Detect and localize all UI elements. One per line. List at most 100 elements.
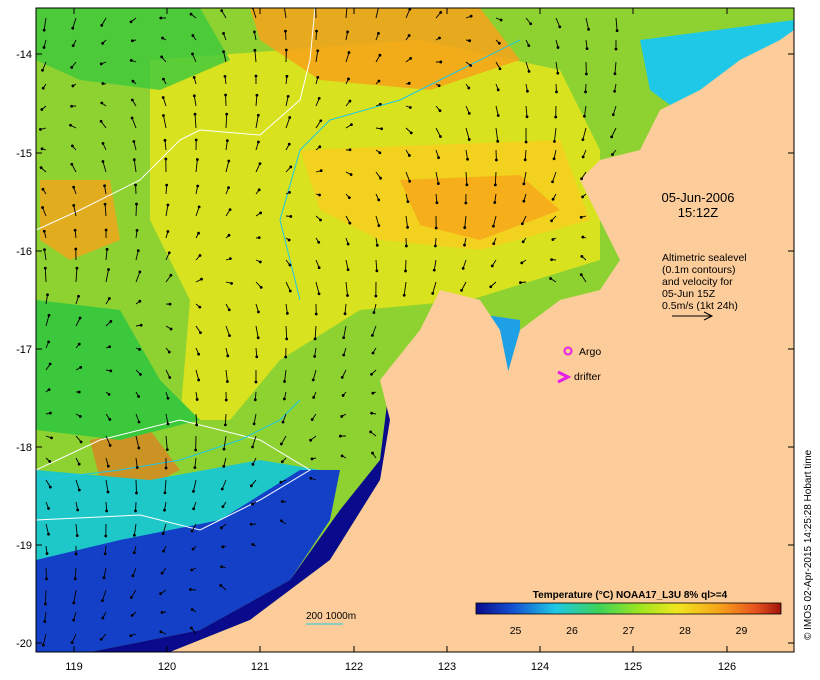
velocity-arrow	[135, 457, 138, 468]
velocity-arrow-head	[343, 312, 347, 316]
velocity-arrow-head	[285, 74, 289, 78]
velocity-arrow-head	[222, 464, 226, 468]
velocity-arrow	[135, 413, 140, 423]
velocity-arrow-head	[409, 131, 413, 135]
velocity-arrow-head	[375, 269, 379, 273]
velocity-arrow-head	[223, 423, 227, 427]
velocity-arrow	[103, 567, 107, 578]
velocity-arrow-head	[585, 47, 589, 51]
velocity-arrow	[223, 457, 227, 467]
drifter-marker	[557, 370, 572, 384]
velocity-arrow-head	[340, 454, 344, 458]
velocity-arrow-head	[370, 411, 374, 415]
drifter-label: drifter	[574, 371, 601, 383]
lon-tick-label: 126	[718, 661, 736, 673]
velocity-arrow-head	[222, 32, 225, 35]
velocity-arrow	[494, 193, 497, 203]
lat-tick-label: -18	[16, 442, 32, 454]
velocity-arrow	[225, 369, 228, 382]
velocity-arrow-head	[137, 420, 141, 424]
velocity-arrow-head	[47, 507, 50, 510]
credit-text: © IMOS 02-Apr-2015 14:25:28 Hobart time	[803, 449, 814, 640]
velocity-arrow-head	[281, 500, 284, 503]
velocity-arrow-head	[406, 225, 409, 229]
velocity-arrow	[375, 8, 379, 19]
velocity-arrow	[194, 457, 197, 468]
velocity-arrow-head	[109, 319, 113, 323]
velocity-arrow	[195, 206, 200, 217]
velocity-arrow-head	[129, 20, 133, 24]
velocity-arrow-head	[99, 119, 103, 123]
velocity-arrow-head	[129, 596, 133, 599]
velocity-arrow-head	[160, 611, 164, 614]
velocity-arrow-head	[611, 113, 615, 117]
velocity-arrow-head	[198, 254, 202, 257]
velocity-arrow-head	[105, 247, 109, 251]
velocity-arrow-head	[377, 79, 381, 83]
velocity-arrow	[285, 117, 291, 129]
velocity-arrow	[315, 281, 320, 294]
velocity-arrow	[405, 171, 411, 182]
velocity-arrow-head	[220, 487, 224, 491]
velocity-arrow-head	[255, 355, 259, 359]
velocity-arrow-head	[255, 93, 259, 97]
lon-tick-label: 124	[531, 661, 549, 673]
velocity-arrow-head	[552, 157, 556, 161]
velocity-arrow-head	[47, 340, 51, 344]
velocity-arrow-head	[77, 462, 81, 466]
velocity-arrow-head	[70, 641, 74, 645]
velocity-arrow-head	[439, 135, 442, 138]
velocity-arrow-head	[220, 9, 224, 13]
velocity-arrow-head	[317, 266, 321, 270]
velocity-arrow-head	[436, 182, 440, 185]
velocity-arrow	[432, 281, 437, 294]
velocity-arrow	[135, 204, 137, 217]
velocity-arrow-head	[77, 488, 81, 492]
velocity-arrow-head	[228, 334, 231, 338]
velocity-arrow-head	[613, 89, 617, 93]
velocity-arrow-head	[195, 423, 199, 427]
altimetry-line: 0.5m/s (1kt 24h)	[662, 300, 738, 312]
velocity-arrow-head	[289, 165, 293, 169]
velocity-arrow-head	[555, 90, 558, 94]
velocity-arrow-head	[78, 316, 82, 320]
velocity-arrow-head	[194, 138, 198, 142]
velocity-arrow	[615, 17, 618, 31]
velocity-arrow-head	[284, 48, 288, 52]
velocity-arrow-head	[195, 158, 199, 161]
velocity-arrow	[521, 215, 527, 224]
velocity-arrow	[224, 413, 227, 425]
lat-tick-label: -17	[16, 344, 32, 356]
velocity-arrow	[74, 567, 77, 579]
velocity-arrow	[165, 185, 168, 195]
velocity-arrow-head	[318, 193, 321, 197]
land-kimberley	[170, 8, 794, 652]
velocity-arrow	[255, 347, 258, 357]
velocity-arrow-head	[106, 464, 110, 468]
colorbar-tick-label: 28	[679, 625, 691, 637]
velocity-arrow	[612, 105, 617, 115]
velocity-arrow-head	[139, 373, 142, 376]
velocity-arrow-head	[377, 198, 381, 202]
velocity-arrow	[494, 171, 497, 185]
velocity-arrow-head	[522, 199, 526, 203]
velocity-arrow-head	[190, 568, 194, 572]
green-region-north	[36, 8, 230, 90]
velocity-arrow-head	[310, 457, 314, 461]
velocity-arrow	[221, 10, 227, 19]
velocity-arrow-head	[317, 292, 321, 296]
velocity-arrow	[492, 215, 497, 227]
cold-water-south	[36, 470, 340, 652]
velocity-arrow	[135, 435, 140, 449]
velocity-arrow-head	[40, 147, 44, 151]
velocity-arrow-head	[348, 148, 352, 152]
velocity-arrow-head	[407, 154, 411, 157]
map-date: 05-Jun-2006	[662, 190, 735, 205]
velocity-arrow-head	[159, 592, 162, 596]
velocity-arrow-head	[348, 221, 352, 225]
velocity-arrow-head	[467, 111, 471, 115]
velocity-arrow	[252, 435, 257, 448]
velocity-arrow-head	[311, 378, 315, 382]
velocity-arrow-head	[346, 294, 349, 297]
velocity-arrow	[555, 17, 561, 28]
